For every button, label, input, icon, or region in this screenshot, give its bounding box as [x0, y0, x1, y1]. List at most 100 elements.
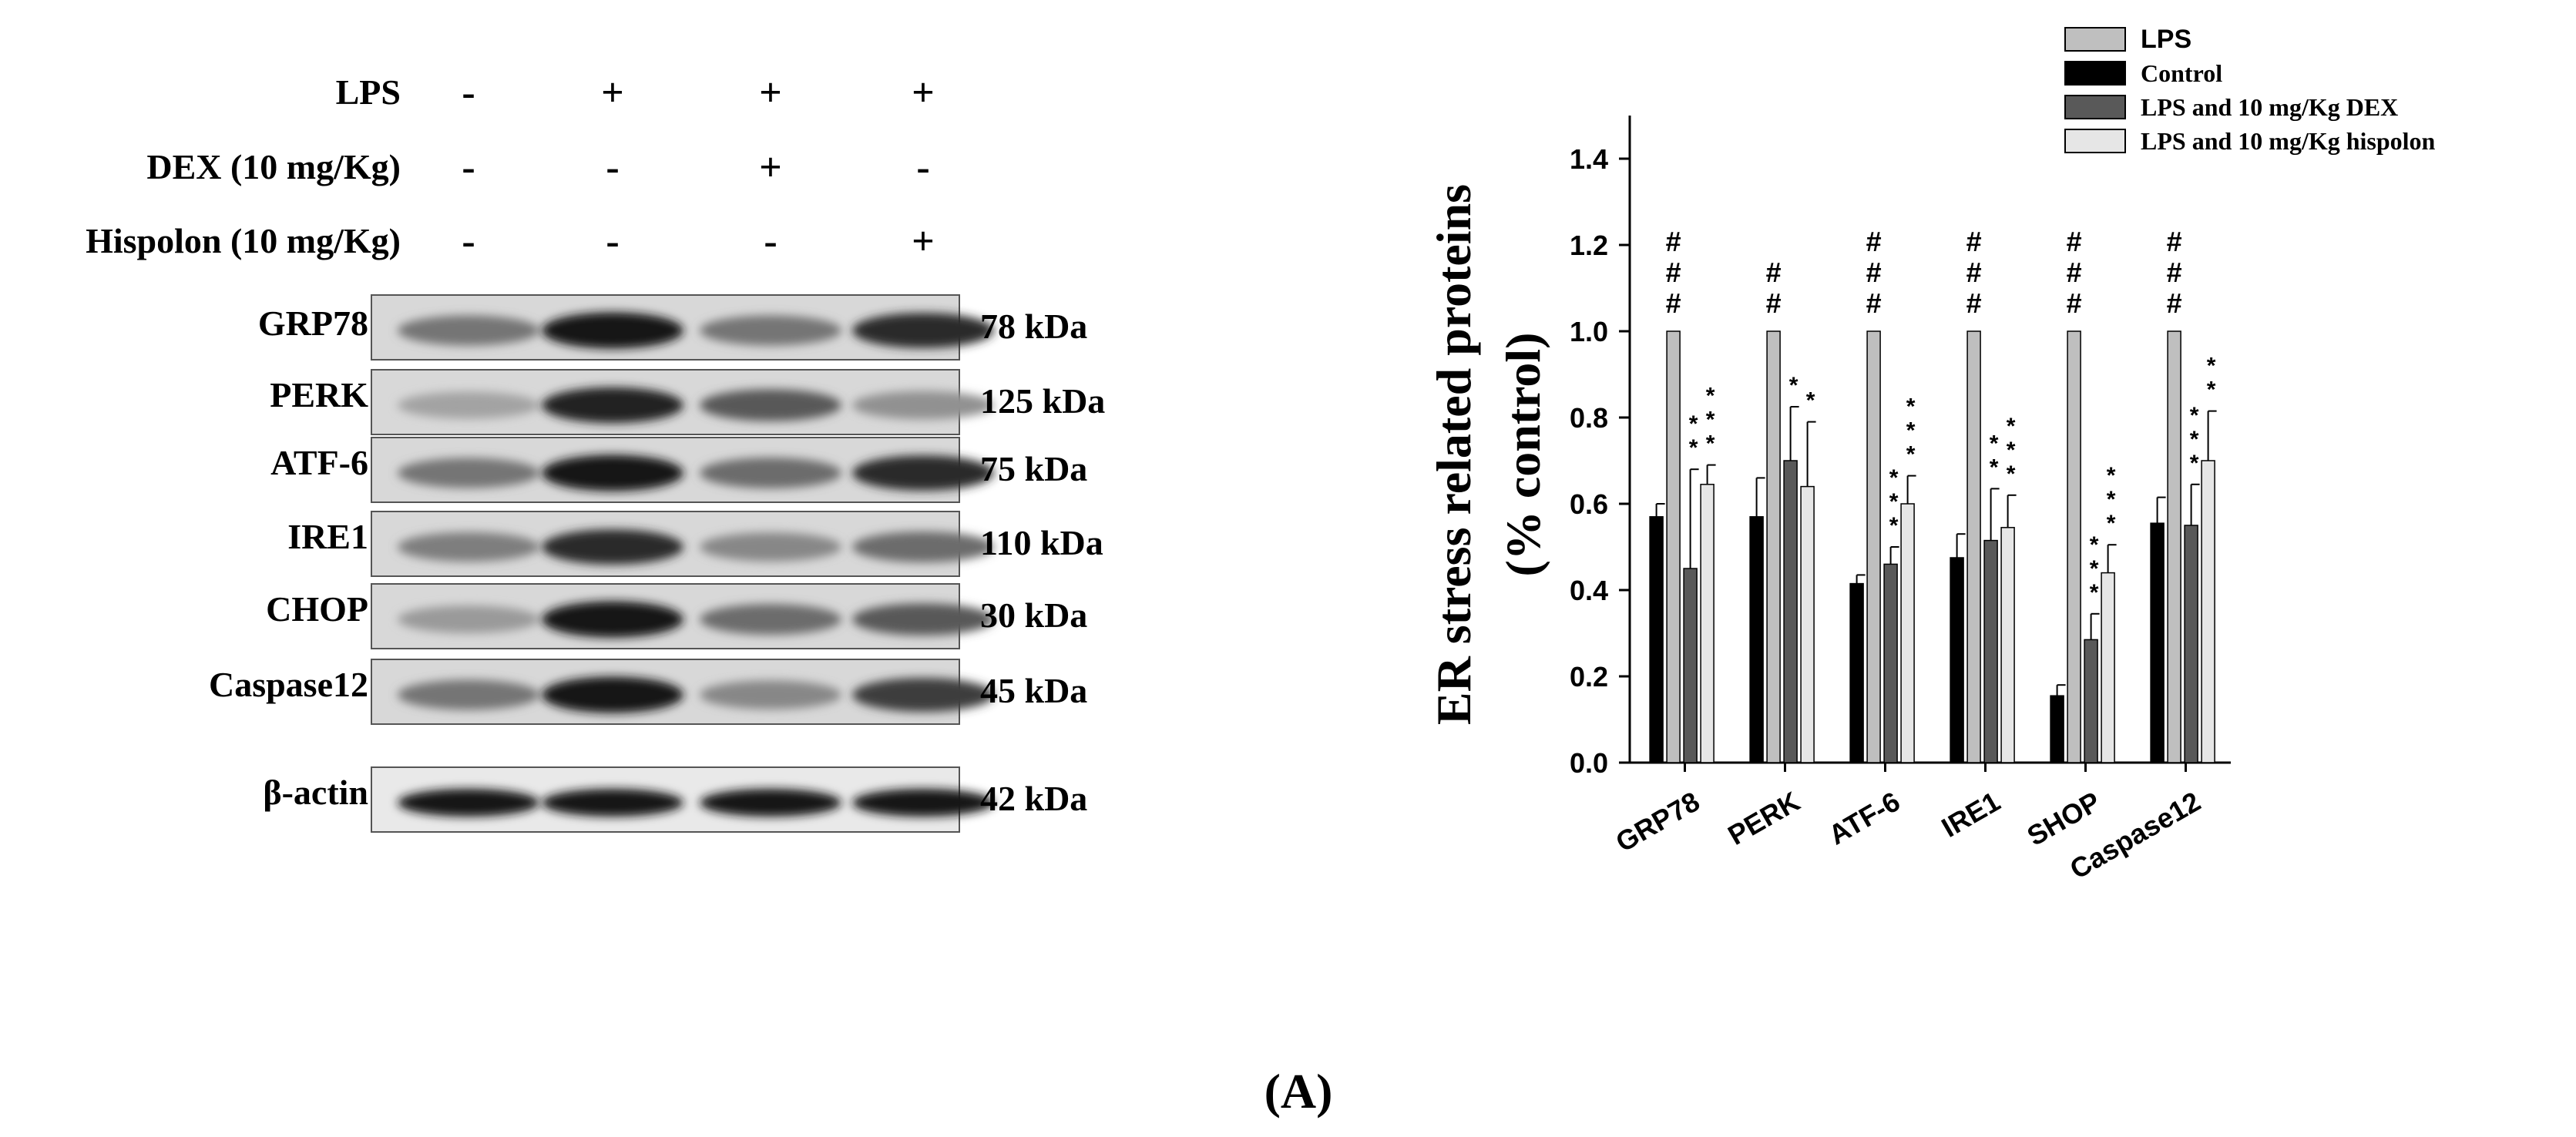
legend-label: LPS [2141, 25, 2191, 54]
band [398, 605, 539, 633]
treatment-header: LPS - + + + DEX (10 mg/Kg) - - + - Hispolon (10 mg… [86, 71, 935, 263]
molecular-weight: 42 kDa [980, 779, 1087, 818]
molecular-weight: 45 kDa [980, 671, 1087, 710]
significance-mark: ** [2207, 354, 2216, 403]
significance-mark: ## [1766, 257, 1782, 319]
band [542, 676, 683, 713]
significance-char: # [2067, 287, 2082, 319]
band [852, 455, 994, 491]
band [542, 601, 683, 638]
significance-char: * [2190, 427, 2199, 452]
band [542, 312, 683, 349]
significance-mark: *** [2190, 403, 2199, 476]
significance-char: # [1866, 287, 1882, 319]
bar [1966, 330, 1981, 763]
protein-label: Caspase12 [209, 665, 368, 704]
bar [1983, 539, 1998, 763]
x-tick-label: GRP78 [1610, 785, 1705, 858]
legend-swatch [2064, 27, 2126, 52]
significance-char: * [2090, 532, 2099, 558]
band [398, 391, 539, 419]
significance-char: * [2190, 403, 2199, 428]
y-axis-subtitle: (% control) [1496, 333, 1550, 577]
band [852, 678, 994, 712]
bar [1649, 516, 1664, 763]
legend-swatch [2064, 129, 2126, 153]
bar [2084, 639, 2098, 763]
lane-sign: + [912, 71, 935, 115]
significance-char: * [2207, 377, 2216, 403]
significance-mark: *** [1889, 465, 1899, 538]
lane-sign: + [912, 220, 935, 263]
band [542, 529, 683, 565]
significance-char: # [2067, 257, 2082, 288]
significance-char: * [1889, 489, 1899, 515]
y-tick-label: 0.6 [1570, 488, 1608, 520]
significance-mark: ### [2067, 226, 2082, 319]
molecular-weight: 75 kDa [980, 449, 1087, 488]
significance-char: * [1906, 442, 1916, 468]
bar [2000, 527, 2015, 763]
chart-bars [1649, 330, 2217, 763]
significance-char: * [1889, 465, 1899, 491]
significance-char: # [1966, 287, 1982, 319]
significance-char: * [1990, 431, 1999, 456]
significance-char: * [1706, 408, 1715, 433]
band [852, 532, 994, 562]
significance-mark: ### [1666, 226, 1681, 319]
significance-char: * [2007, 414, 2016, 439]
significance-char: * [1806, 388, 1815, 414]
band [852, 789, 994, 817]
y-tick-label: 1.0 [1570, 316, 1608, 347]
band [700, 389, 841, 421]
molecular-weight: 78 kDa [980, 307, 1087, 346]
significance-char: * [2207, 354, 2216, 379]
significance-mark: ### [1966, 226, 1982, 319]
bar [1950, 557, 1964, 763]
lane-sign: - [462, 71, 475, 115]
x-tick-label: IRE1 [1936, 785, 2006, 844]
legend-label: Control [2141, 59, 2222, 87]
y-tick-label: 0.2 [1570, 661, 1608, 693]
legend-swatch [2064, 61, 2126, 86]
x-tick-label: ATF-6 [1823, 785, 1906, 850]
bar [1766, 330, 1781, 763]
bar [2184, 525, 2198, 763]
significance-mark: *** [2107, 463, 2116, 536]
significance-mark: ### [1866, 226, 1882, 319]
band [700, 604, 841, 635]
significance-char: # [2167, 257, 2182, 288]
y-tick-label: 1.4 [1570, 143, 1608, 175]
bar [1900, 503, 1915, 763]
bar [1666, 330, 1681, 763]
bar [2150, 522, 2165, 763]
chart-annotations: #################************* **********… [1666, 226, 2216, 605]
band [542, 789, 683, 817]
significance-char: * [2190, 451, 2199, 476]
significance-char: * [2007, 438, 2016, 463]
western-blot-panel: LPS - + + + DEX (10 mg/Kg) - - + - Hispolon (10 mg… [86, 71, 1105, 833]
molecular-weight: 30 kDa [980, 595, 1087, 635]
lane-sign: - [462, 146, 475, 190]
significance-char: * [1689, 411, 1698, 437]
significance-mark: *** [1706, 384, 1715, 457]
significance-mark: *** [1906, 394, 1916, 468]
significance-char: * [1789, 373, 1798, 398]
lane-sign: - [916, 146, 929, 190]
molecular-weight: 110 kDa [980, 523, 1103, 562]
bar [2067, 330, 2081, 763]
chart-legend: LPS Control LPS and 10 mg/Kg DEX LPS and 10… [2064, 25, 2436, 155]
significance-char: # [1966, 257, 1982, 288]
band [852, 391, 994, 420]
significance-char: * [1889, 513, 1899, 538]
band [852, 313, 994, 348]
significance-char: * [1906, 418, 1916, 444]
significance-mark: ### [2167, 226, 2182, 319]
significance-char: # [2167, 226, 2182, 257]
significance-char: * [2107, 487, 2116, 512]
y-tick-label: 1.2 [1570, 230, 1608, 261]
bar [2050, 695, 2064, 763]
bar [2101, 572, 2115, 763]
band [700, 458, 841, 488]
